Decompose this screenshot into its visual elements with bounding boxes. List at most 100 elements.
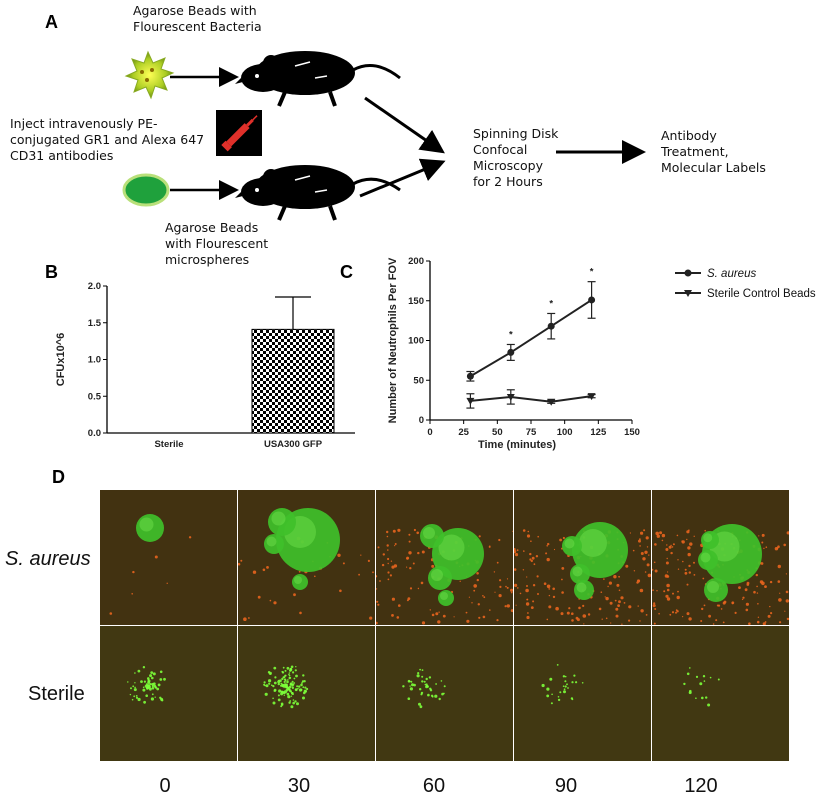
neutrophil-dot bbox=[515, 604, 517, 606]
microsphere-dot bbox=[435, 683, 437, 685]
neutrophil-dot bbox=[648, 554, 650, 556]
microsphere-dot bbox=[425, 677, 428, 681]
neutrophil-dot bbox=[670, 551, 673, 555]
neutrophil-dot bbox=[689, 542, 693, 546]
neutrophil-dot bbox=[473, 584, 477, 588]
microsphere-dot bbox=[689, 667, 691, 669]
microsphere-dot bbox=[541, 683, 545, 688]
neutrophil-dot bbox=[437, 620, 441, 624]
microsphere-dot bbox=[695, 675, 699, 678]
neutrophil-dot bbox=[386, 544, 389, 547]
microsphere-dot bbox=[564, 680, 567, 683]
microsphere-dot bbox=[549, 677, 553, 681]
microscopy-grid bbox=[100, 490, 790, 761]
microsphere-dot bbox=[285, 685, 287, 687]
neutrophil-dot bbox=[741, 598, 744, 601]
neutrophil-dot bbox=[722, 601, 726, 605]
microsphere-dot bbox=[418, 702, 421, 706]
neutrophil-dot bbox=[700, 620, 703, 622]
microsphere-dot bbox=[289, 677, 292, 679]
microsphere-dot bbox=[272, 697, 274, 700]
neutrophil-dot bbox=[601, 618, 603, 620]
neutrophil-dot bbox=[488, 545, 491, 548]
neutrophil-dot bbox=[546, 557, 550, 562]
neutrophil-dot bbox=[667, 571, 669, 573]
microsphere-dot bbox=[273, 666, 277, 670]
neutrophil-dot bbox=[647, 573, 651, 578]
neutrophil-dot bbox=[514, 553, 519, 557]
neutrophil-dot bbox=[571, 612, 574, 615]
microsphere-dot bbox=[283, 678, 287, 681]
neutrophil-dot bbox=[640, 552, 644, 555]
time-label: 30 bbox=[287, 775, 311, 797]
neutrophil-dot bbox=[132, 570, 135, 574]
microsphere-dot bbox=[300, 683, 303, 687]
microsphere-dot bbox=[304, 690, 307, 693]
neutrophil-dot bbox=[391, 597, 395, 601]
microsphere-dot bbox=[152, 682, 156, 686]
microsphere-dot bbox=[562, 685, 565, 687]
microsphere-dot bbox=[277, 698, 281, 702]
microsphere-dot bbox=[293, 677, 296, 680]
neutrophil-dot bbox=[759, 580, 764, 584]
neutrophil-dot bbox=[299, 611, 302, 615]
neutrophil-dot bbox=[408, 533, 411, 536]
time-label: 60 bbox=[422, 775, 446, 797]
microsphere-dot bbox=[302, 686, 305, 689]
x-tick-label: 150 bbox=[624, 427, 640, 438]
neutrophil-dot bbox=[720, 608, 723, 610]
microsphere-dot bbox=[140, 680, 143, 683]
neutrophil-dot bbox=[506, 578, 509, 580]
x-tick-label: 25 bbox=[458, 427, 469, 438]
microsphere-dot bbox=[429, 689, 433, 692]
image-haze bbox=[652, 626, 789, 761]
neutrophil-dot bbox=[543, 582, 547, 585]
microscopy-image-render bbox=[514, 626, 651, 761]
neutrophil-dot bbox=[496, 619, 499, 622]
microsphere-dot bbox=[564, 675, 567, 678]
neutrophil-dot bbox=[298, 570, 301, 573]
neutrophil-dot bbox=[421, 550, 425, 554]
neutrophil-dot bbox=[638, 539, 641, 543]
neutrophil-dot bbox=[761, 533, 765, 537]
neutrophil-dot bbox=[523, 550, 525, 552]
neutrophil-dot bbox=[738, 586, 741, 589]
neutrophil-dot bbox=[614, 599, 617, 602]
microsphere-dot bbox=[427, 693, 430, 697]
neutrophil-dot bbox=[530, 606, 534, 609]
neutrophil-dot bbox=[645, 536, 649, 540]
neutrophil-dot bbox=[537, 593, 539, 595]
neutrophil-dot bbox=[252, 570, 257, 574]
neutrophil-dot bbox=[514, 568, 517, 571]
neutrophil-dot bbox=[412, 562, 415, 565]
microsphere-dot bbox=[273, 681, 277, 685]
neutrophil-dot bbox=[652, 589, 654, 591]
neutrophil-dot bbox=[386, 530, 389, 534]
neutrophil-dot bbox=[603, 578, 605, 580]
neutrophil-dot bbox=[519, 592, 522, 595]
neutrophil-dot bbox=[505, 585, 507, 588]
microsphere-dot bbox=[557, 698, 561, 702]
neutrophil-dot bbox=[552, 587, 555, 591]
neutrophil-dot bbox=[637, 605, 639, 607]
microsphere-dot bbox=[688, 691, 692, 695]
microsphere-dot bbox=[149, 683, 152, 686]
neutrophil-dot bbox=[546, 618, 549, 621]
neutrophil-dot bbox=[548, 588, 550, 590]
neutrophil-dot bbox=[629, 532, 631, 534]
neutrophil-dot bbox=[393, 564, 398, 568]
y-tick-label: 2.0 bbox=[88, 281, 101, 292]
microsphere-dot bbox=[407, 697, 411, 700]
neutrophil-dot bbox=[547, 542, 550, 546]
neutrophil-dot bbox=[257, 595, 261, 599]
neutrophil-dot bbox=[605, 617, 608, 620]
neutrophil-dot bbox=[560, 612, 564, 616]
microsphere-dot bbox=[571, 698, 574, 701]
microsphere-dot bbox=[265, 684, 269, 688]
neutrophil-dot bbox=[666, 575, 670, 578]
significance-marker: * bbox=[590, 267, 594, 278]
neutrophil-dot bbox=[677, 590, 679, 593]
microsphere-dot bbox=[303, 680, 306, 683]
neutrophil-dot bbox=[420, 581, 424, 585]
row-label-s-aureus: S. aureus bbox=[5, 548, 91, 570]
